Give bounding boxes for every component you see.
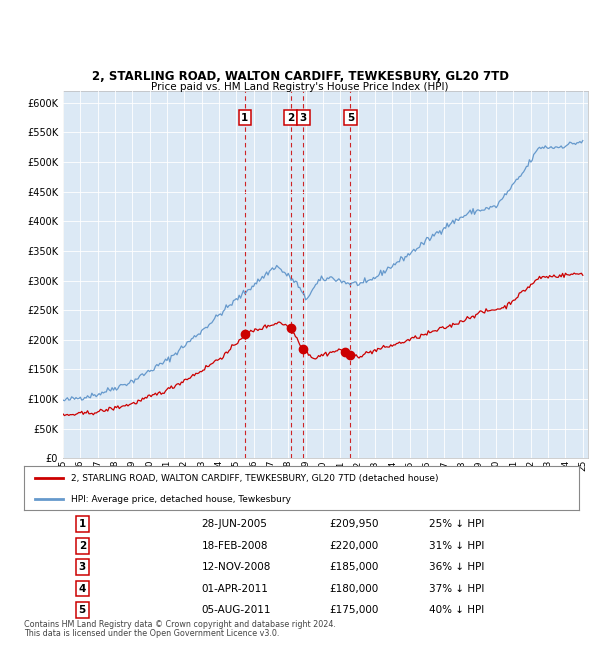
Text: HPI: Average price, detached house, Tewkesbury: HPI: Average price, detached house, Tewk… <box>71 495 291 504</box>
Text: 2, STARLING ROAD, WALTON CARDIFF, TEWKESBURY, GL20 7TD (detached house): 2, STARLING ROAD, WALTON CARDIFF, TEWKES… <box>71 474 439 483</box>
Text: 1: 1 <box>241 112 248 123</box>
Text: 01-APR-2011: 01-APR-2011 <box>202 584 268 593</box>
Text: 5: 5 <box>79 605 86 615</box>
Text: 05-AUG-2011: 05-AUG-2011 <box>202 605 271 615</box>
Text: £220,000: £220,000 <box>329 541 379 551</box>
Text: 3: 3 <box>79 562 86 572</box>
Text: 40% ↓ HPI: 40% ↓ HPI <box>429 605 484 615</box>
Text: 4: 4 <box>79 584 86 593</box>
Text: 37% ↓ HPI: 37% ↓ HPI <box>429 584 485 593</box>
Text: 28-JUN-2005: 28-JUN-2005 <box>202 519 268 529</box>
Text: 3: 3 <box>299 112 307 123</box>
Text: 2, STARLING ROAD, WALTON CARDIFF, TEWKESBURY, GL20 7TD: 2, STARLING ROAD, WALTON CARDIFF, TEWKES… <box>91 70 509 83</box>
Text: This data is licensed under the Open Government Licence v3.0.: This data is licensed under the Open Gov… <box>24 629 280 638</box>
Text: 25% ↓ HPI: 25% ↓ HPI <box>429 519 485 529</box>
Text: 5: 5 <box>347 112 354 123</box>
Text: 1: 1 <box>79 519 86 529</box>
Text: 18-FEB-2008: 18-FEB-2008 <box>202 541 268 551</box>
Text: Price paid vs. HM Land Registry's House Price Index (HPI): Price paid vs. HM Land Registry's House … <box>151 83 449 92</box>
Text: 31% ↓ HPI: 31% ↓ HPI <box>429 541 485 551</box>
Text: £209,950: £209,950 <box>329 519 379 529</box>
Text: £175,000: £175,000 <box>329 605 379 615</box>
Text: 36% ↓ HPI: 36% ↓ HPI <box>429 562 485 572</box>
Text: 12-NOV-2008: 12-NOV-2008 <box>202 562 271 572</box>
Text: £185,000: £185,000 <box>329 562 379 572</box>
Text: £180,000: £180,000 <box>329 584 379 593</box>
Text: Contains HM Land Registry data © Crown copyright and database right 2024.: Contains HM Land Registry data © Crown c… <box>24 620 336 629</box>
Text: 2: 2 <box>287 112 294 123</box>
Text: 2: 2 <box>79 541 86 551</box>
